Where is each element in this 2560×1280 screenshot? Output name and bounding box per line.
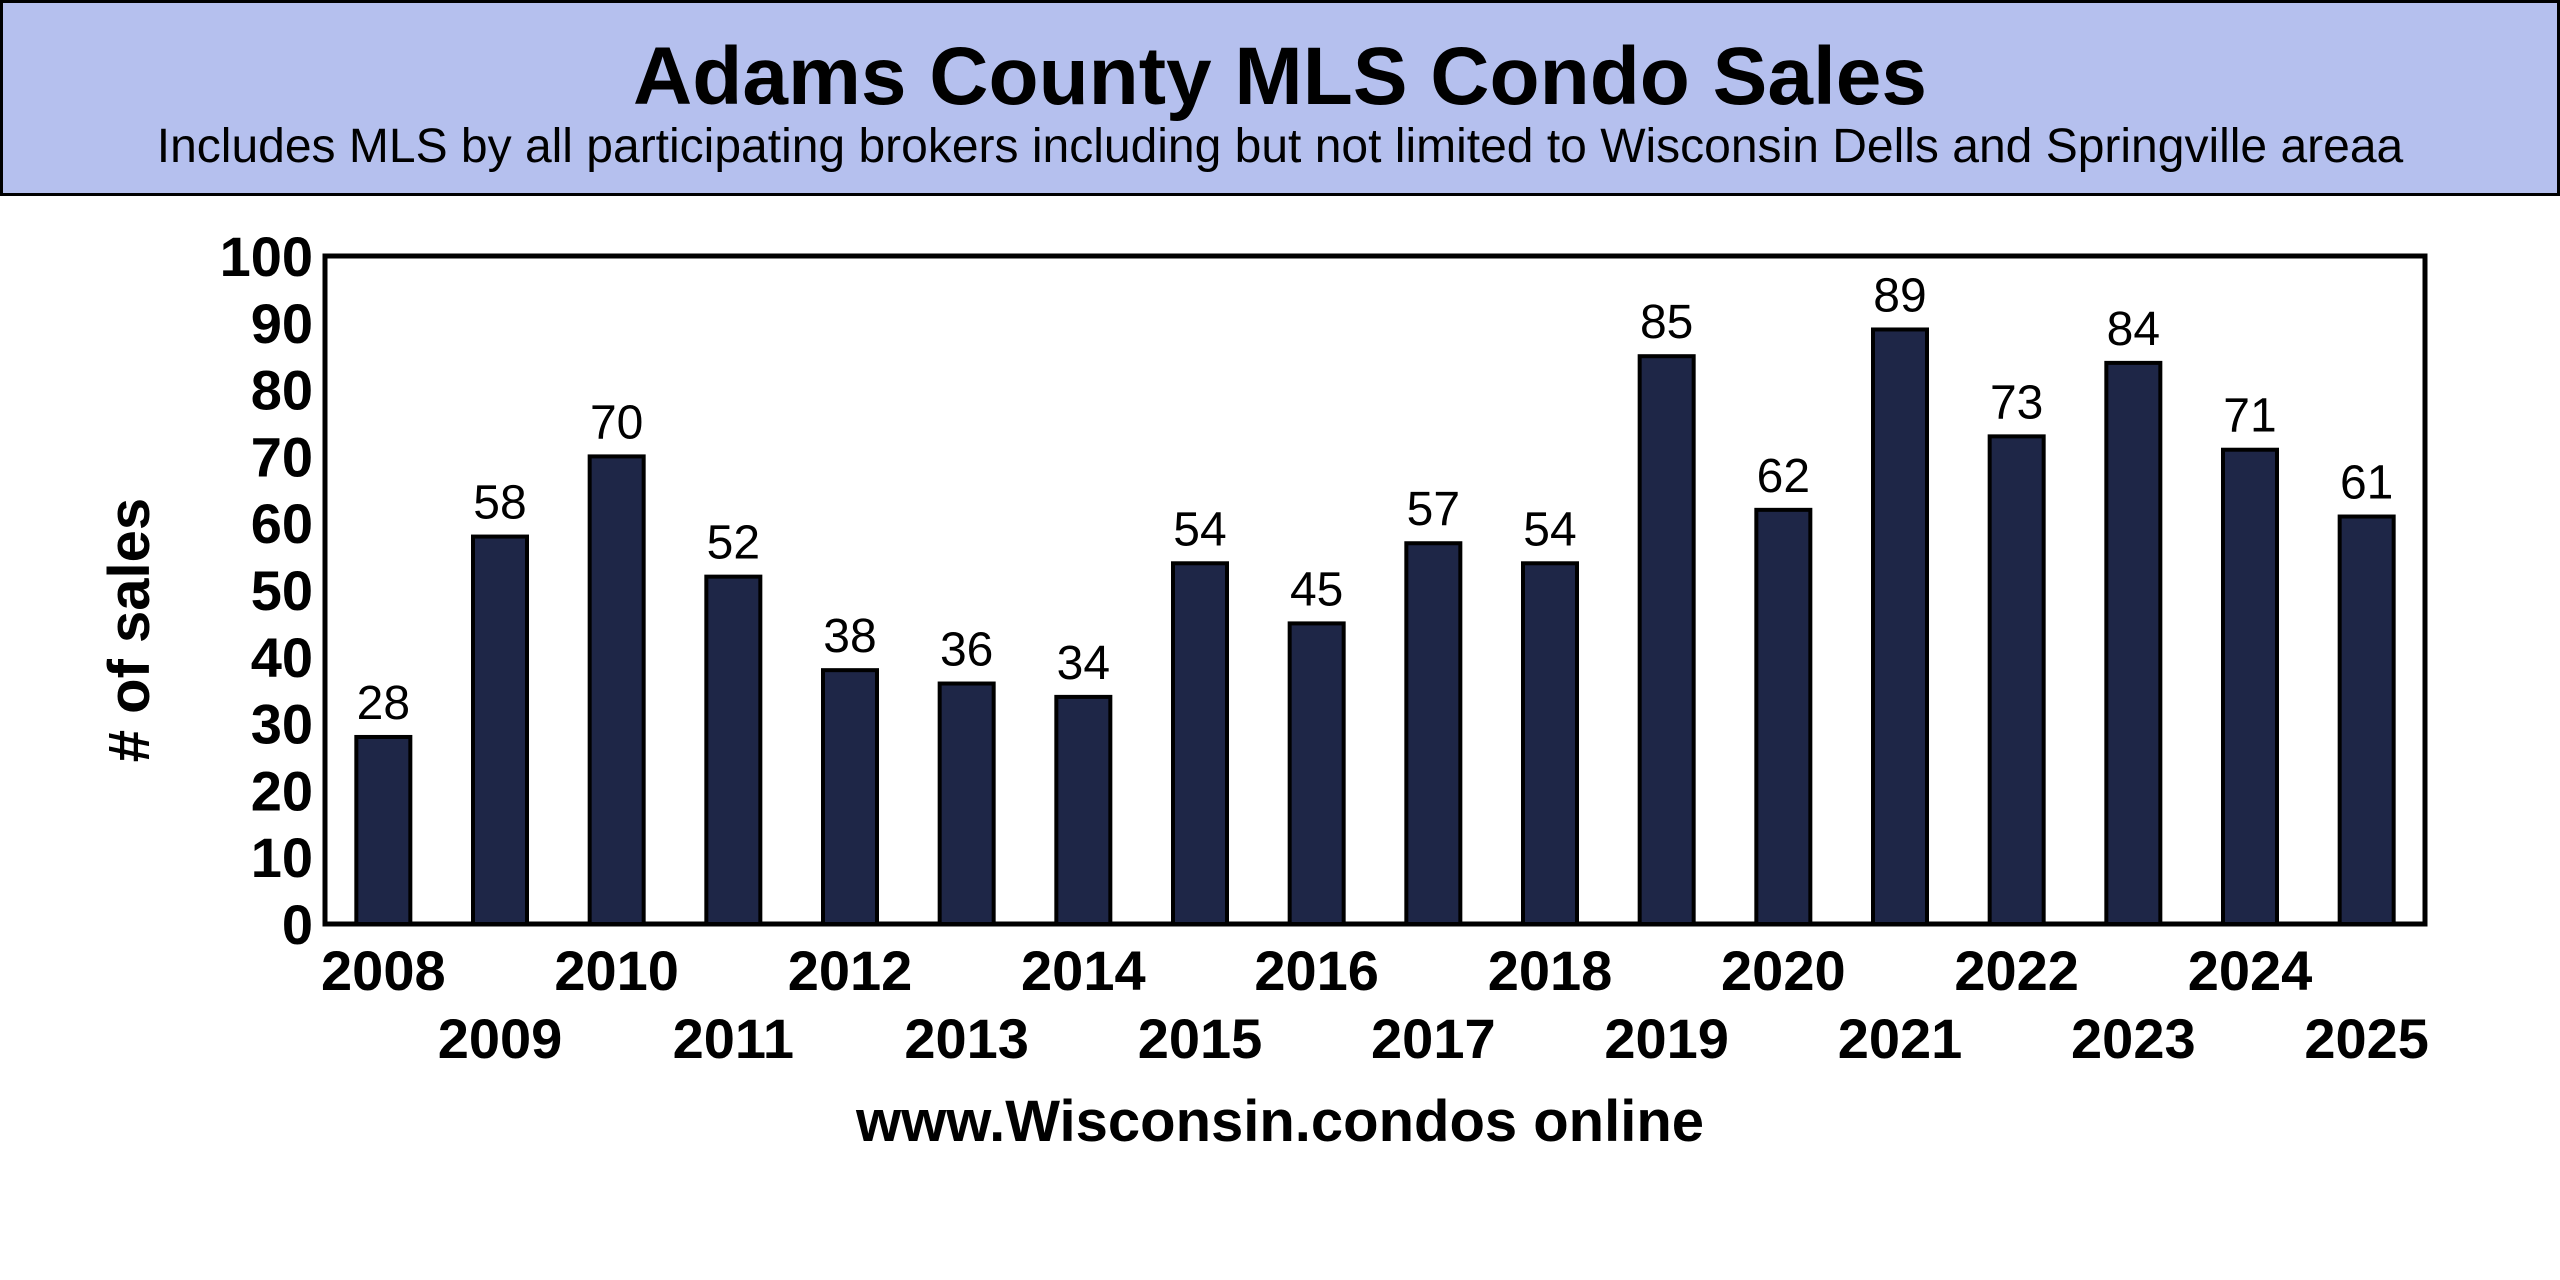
data-label-2014: 34 <box>1057 637 1110 690</box>
bar-2024 <box>2221 447 2279 926</box>
data-label-2016: 45 <box>1290 563 1343 616</box>
y-tick-label: 0 <box>282 893 313 956</box>
y-tick-label: 20 <box>251 759 313 822</box>
x-tick-label-2010: 2010 <box>554 939 679 1002</box>
bar-2012 <box>821 668 879 926</box>
bar-2014 <box>1054 694 1113 926</box>
y-tick-label: 40 <box>251 626 313 689</box>
data-label-2020: 62 <box>1757 450 1810 503</box>
chart-subtitle: Includes MLS by all participating broker… <box>156 120 2404 173</box>
x-tick-label-2019: 2019 <box>1604 1007 1729 1070</box>
bar-2011 <box>704 574 763 926</box>
x-tick-label-2024: 2024 <box>2188 939 2313 1002</box>
y-axis-label: # of sales <box>97 497 162 763</box>
bar-2022 <box>1987 434 2046 926</box>
x-axis-label: www.Wisconsin.condos online <box>855 1089 1705 1154</box>
data-label-2013: 36 <box>940 624 993 677</box>
bar-2025 <box>2337 514 2396 927</box>
x-tick-label-2009: 2009 <box>438 1007 563 1070</box>
bar-2023 <box>2104 360 2163 926</box>
data-label-2023: 84 <box>2107 303 2160 356</box>
x-tick-label-2014: 2014 <box>1021 939 1146 1002</box>
bar-2008 <box>354 734 413 927</box>
data-label-2025: 61 <box>2340 457 2393 510</box>
y-tick-label: 80 <box>251 359 313 422</box>
x-tick-label-2020: 2020 <box>1721 939 1846 1002</box>
data-label-2018: 54 <box>1523 503 1576 556</box>
bar-2013 <box>937 681 996 927</box>
data-label-2011: 52 <box>707 517 760 570</box>
y-tick-label: 90 <box>251 292 313 355</box>
x-tick-label-2017: 2017 <box>1371 1007 1496 1070</box>
bar-2009 <box>471 534 529 926</box>
x-tick-label-2016: 2016 <box>1254 939 1379 1002</box>
data-label-2008: 28 <box>357 677 410 730</box>
chart-header: Adams County MLS Condo Sales Includes ML… <box>0 0 2560 196</box>
x-tick-label-2022: 2022 <box>1954 939 2079 1002</box>
bar-2020 <box>1754 507 1813 926</box>
bar-2018 <box>1521 561 1579 927</box>
bar-2015 <box>1171 561 1229 927</box>
y-tick-label: 10 <box>251 826 313 889</box>
y-tick-label: 100 <box>220 225 313 288</box>
data-label-2010: 70 <box>590 396 643 449</box>
data-label-2017: 57 <box>1407 483 1460 536</box>
x-tick-label-2012: 2012 <box>788 939 913 1002</box>
data-label-2024: 71 <box>2223 390 2276 443</box>
y-tick-label: 30 <box>251 693 313 756</box>
bar-2010 <box>587 454 646 926</box>
data-label-2019: 85 <box>1640 296 1693 349</box>
bar-2019 <box>1637 354 1696 926</box>
chart-title: Adams County MLS Condo Sales <box>633 31 1927 122</box>
x-tick-label-2008: 2008 <box>321 939 446 1002</box>
x-tick-label-2021: 2021 <box>1838 1007 1963 1070</box>
plot-frame <box>322 253 2428 927</box>
x-tick-label-2011: 2011 <box>673 1007 795 1070</box>
data-label-2022: 73 <box>1990 376 2043 429</box>
x-tick-label-2018: 2018 <box>1488 939 1613 1002</box>
bar-2021 <box>1871 327 1929 927</box>
x-tick-label-2025: 2025 <box>2304 1007 2429 1070</box>
y-tick-label: 70 <box>251 425 313 488</box>
data-label-2009: 58 <box>473 477 526 530</box>
y-tick-label: 50 <box>251 559 313 622</box>
data-label-2015: 54 <box>1173 503 1226 556</box>
x-tick-label-2023: 2023 <box>2071 1007 2196 1070</box>
data-label-2012: 38 <box>823 610 876 663</box>
x-tick-label-2015: 2015 <box>1138 1007 1263 1070</box>
bar-2016 <box>1287 621 1346 927</box>
data-label-2021: 89 <box>1873 269 1926 322</box>
y-tick-label: 60 <box>251 492 313 555</box>
x-tick-label-2013: 2013 <box>904 1007 1029 1070</box>
bar-2017 <box>1404 541 1463 926</box>
